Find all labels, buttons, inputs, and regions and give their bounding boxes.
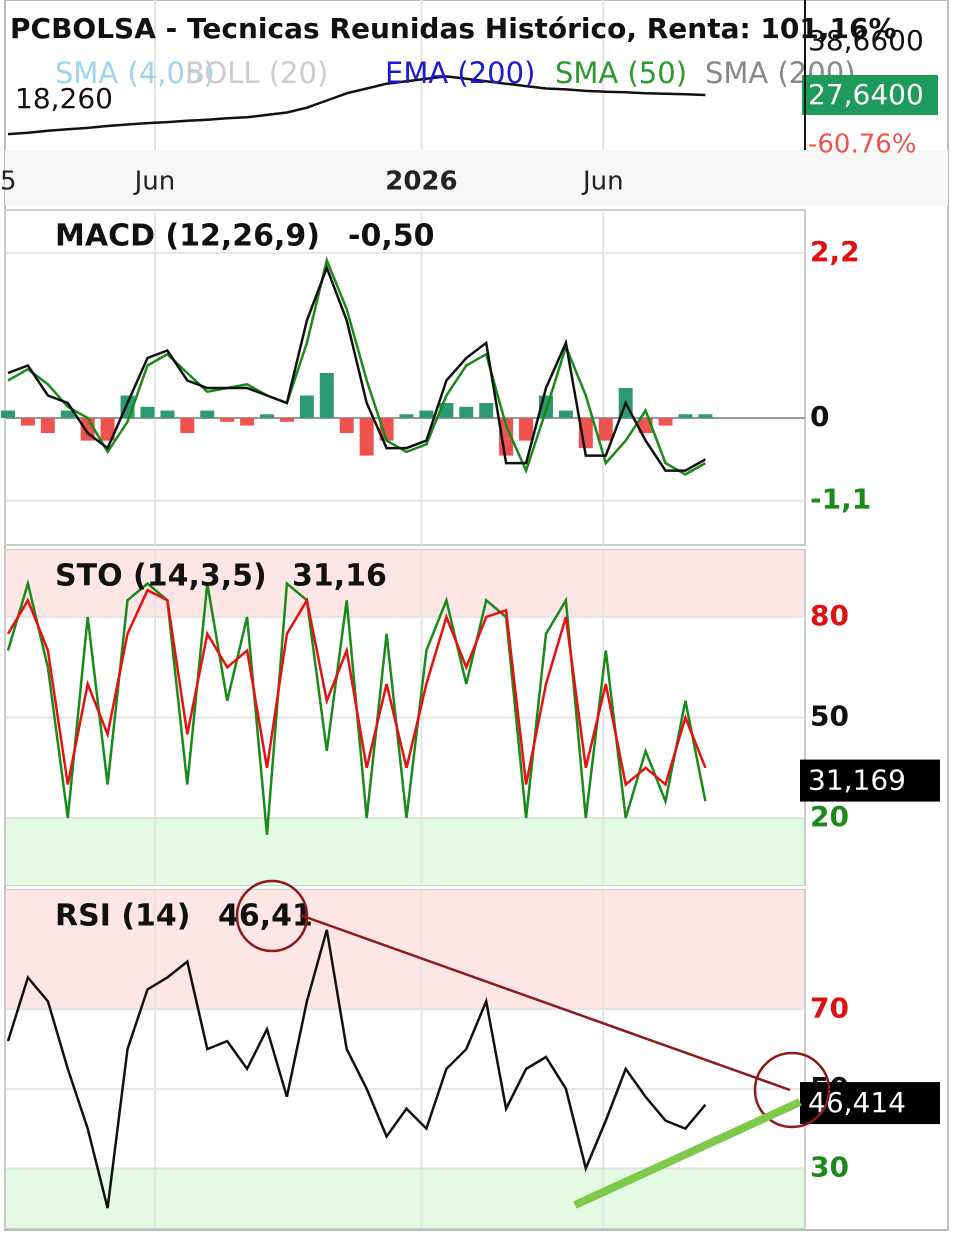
y-tick-label: 80 <box>810 599 849 632</box>
y-tick-label: 30 <box>810 1150 849 1183</box>
histogram-bar <box>359 418 374 456</box>
panel-title: STO (14,3,5) <box>55 559 267 594</box>
y-tick-label: 2,2 <box>810 235 860 268</box>
panel-title: RSI (14) <box>55 899 190 934</box>
value-box-label: 46,414 <box>808 1086 906 1119</box>
support-line <box>573 1098 802 1209</box>
panel-current-value: 31,16 <box>292 559 387 594</box>
histogram-bar <box>698 414 713 419</box>
high-label: 38,6600 <box>808 24 924 57</box>
y-tick-label: 0 <box>810 400 829 433</box>
histogram-bar <box>100 418 115 441</box>
x-tick-label: 5 <box>0 167 17 197</box>
histogram-bar <box>279 418 294 422</box>
low-label: 18,260 <box>15 82 113 115</box>
panel-current-value: 46,41 <box>218 899 313 934</box>
value-box <box>800 759 940 802</box>
indicator-line <box>6 588 707 787</box>
indicator-line <box>6 929 707 1209</box>
y-tick-label: 50 <box>810 700 849 733</box>
page-title: PCBOLSA - Tecnicas Reunidas Histórico, R… <box>10 12 897 45</box>
histogram-bar <box>479 403 494 419</box>
histogram-bar <box>260 414 275 419</box>
indicator-line <box>7 75 706 136</box>
histogram-bar <box>140 406 155 419</box>
value-box-label: 31,169 <box>808 764 906 797</box>
x-tick-label: 2026 <box>385 167 457 197</box>
legend-entry: SMA (4,05) <box>55 56 215 90</box>
histogram-bar <box>240 418 255 426</box>
indicator-line <box>7 256 707 476</box>
histogram-bar <box>558 410 573 419</box>
legend-entry: SMA (50) <box>555 56 687 90</box>
histogram-bar <box>160 410 175 419</box>
histogram-bar <box>339 418 354 434</box>
panel-current-value: -0,50 <box>348 219 434 254</box>
histogram-bar <box>399 414 414 419</box>
last-price-box <box>802 75 938 115</box>
histogram-bar <box>678 414 693 419</box>
y-tick-label: 20 <box>810 800 849 833</box>
histogram-bar <box>20 418 35 426</box>
histogram-bar <box>419 410 434 419</box>
highlight-circle <box>235 879 309 953</box>
histogram-bar <box>598 418 613 441</box>
change-label: -60.76% <box>808 130 917 160</box>
histogram-bar <box>1 410 15 419</box>
histogram-bar <box>180 418 195 434</box>
histogram-bar <box>220 418 235 422</box>
last-price-label: 27,6400 <box>808 78 924 111</box>
panel-border <box>4 209 806 546</box>
histogram-bar <box>459 406 474 419</box>
highlight-circle <box>753 1051 831 1129</box>
histogram-bar <box>658 418 673 426</box>
y-tick-label: 70 <box>810 991 849 1024</box>
y-tick-label: -1,1 <box>810 483 871 516</box>
zone <box>6 890 804 1010</box>
histogram-bar <box>200 410 215 419</box>
zone <box>6 818 804 885</box>
zone <box>6 1168 804 1228</box>
panel-title: MACD (12,26,9) <box>55 219 320 254</box>
histogram-bar <box>299 395 314 419</box>
legend-entry: BOLL (20) <box>185 56 328 90</box>
trend-line <box>299 913 791 1092</box>
histogram-bar <box>319 372 334 419</box>
histogram-bar <box>40 418 55 434</box>
legend-entry: EMA (200) <box>385 56 535 90</box>
x-tick-label: Jun <box>581 167 624 197</box>
histogram-bar <box>60 410 75 419</box>
histogram-bar <box>519 418 534 441</box>
x-axis-strip <box>5 150 948 205</box>
indicator-line <box>7 264 707 472</box>
histogram-bar <box>379 418 394 441</box>
value-box <box>800 1082 940 1125</box>
x-tick-label: Jun <box>133 167 176 197</box>
